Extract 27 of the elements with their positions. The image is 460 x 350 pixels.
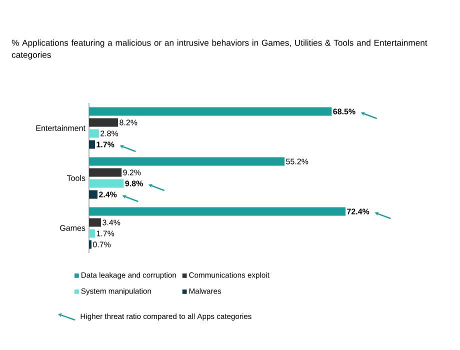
bar xyxy=(89,207,346,216)
data-label: 2.8% xyxy=(100,130,118,136)
bar xyxy=(89,168,122,177)
chart-title: % Applications featuring a malicious or an intrusive behaviors in Games, Utilities & Tools and Entertainment categories xyxy=(12,40,428,60)
data-label: 9.2% xyxy=(123,170,141,176)
bar xyxy=(89,118,118,127)
bar xyxy=(89,157,285,166)
bar xyxy=(89,229,96,238)
bar xyxy=(89,218,102,227)
data-label: 8.2% xyxy=(120,120,138,126)
bar xyxy=(89,129,99,138)
data-label: 72.4% xyxy=(347,208,370,214)
bar xyxy=(89,107,332,116)
bar xyxy=(89,140,96,149)
data-label: 3.4% xyxy=(102,220,120,226)
data-label: 0.7% xyxy=(93,242,111,248)
data-label: 68.5% xyxy=(333,108,356,114)
y-tick-label: Games xyxy=(60,225,86,231)
data-label: 1.7% xyxy=(96,230,114,236)
data-label: 9.8% xyxy=(125,180,143,186)
data-label: 2.4% xyxy=(98,192,117,198)
bar xyxy=(89,179,124,188)
data-label: 55.2% xyxy=(286,158,308,164)
bar xyxy=(89,190,98,199)
y-tick-label: Entertainment xyxy=(36,125,86,131)
data-label: 1.7% xyxy=(96,142,114,148)
y-tick-label: Tools xyxy=(66,175,86,181)
